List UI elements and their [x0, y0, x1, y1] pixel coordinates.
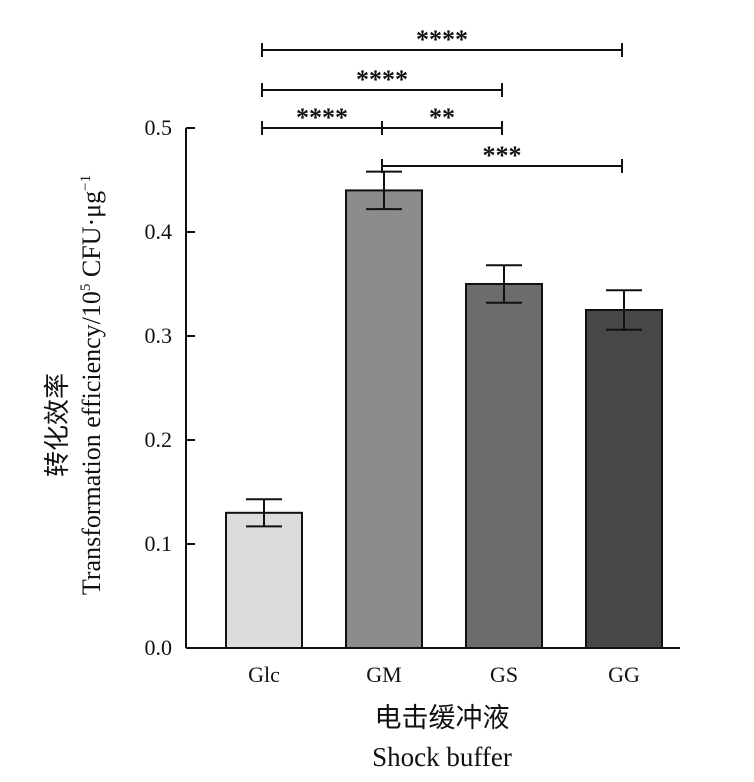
x-axis-label-en: Shock buffer [372, 742, 512, 772]
y-axis-label-en-main: Transformation efficiency/10 [77, 291, 106, 595]
y-tick-label: 0.5 [145, 115, 173, 140]
axes: 0.0 0.1 0.2 0.3 0.4 0.5 Glc GM GS GG [145, 115, 680, 687]
significance-label: *** [483, 141, 522, 170]
x-tick-label: GG [608, 662, 640, 687]
bar [585, 309, 663, 649]
y-axis-label-exp: 5 [78, 284, 94, 292]
significance-label: **** [416, 25, 468, 54]
y-axis-label-unit: CFU·μg [77, 191, 106, 284]
bar [345, 189, 423, 649]
y-tick-label: 0.4 [145, 219, 173, 244]
y-tick-label: 0.0 [145, 635, 173, 660]
y-tick-label: 0.1 [145, 531, 173, 556]
error-bars [246, 170, 642, 528]
y-axis-label-en: Transformation efficiency/105 CFU·μg−1 [77, 175, 106, 595]
x-tick-label: GM [366, 662, 401, 687]
bar [225, 511, 303, 649]
x-tick-label: GS [490, 662, 518, 687]
significance-label: **** [356, 65, 408, 94]
significance-label: ** [429, 103, 455, 132]
significance-brackets: ************ ***** [261, 25, 623, 173]
y-tick-label: 0.3 [145, 323, 173, 348]
x-axis-label-cn: 电击缓冲液 [375, 703, 510, 733]
x-tick-label: Glc [248, 662, 280, 687]
y-axis-label-unit-exp: −1 [78, 175, 94, 191]
y-axis-label-cn: 转化效率 [43, 373, 72, 477]
bars [225, 189, 663, 649]
y-axis-label: 转化效率 [43, 373, 72, 477]
significance-label: **** [296, 103, 348, 132]
y-axis-label-en-group: Transformation efficiency/105 CFU·μg−1 [77, 175, 106, 595]
bar [465, 283, 543, 649]
y-tick-label: 0.2 [145, 427, 173, 452]
